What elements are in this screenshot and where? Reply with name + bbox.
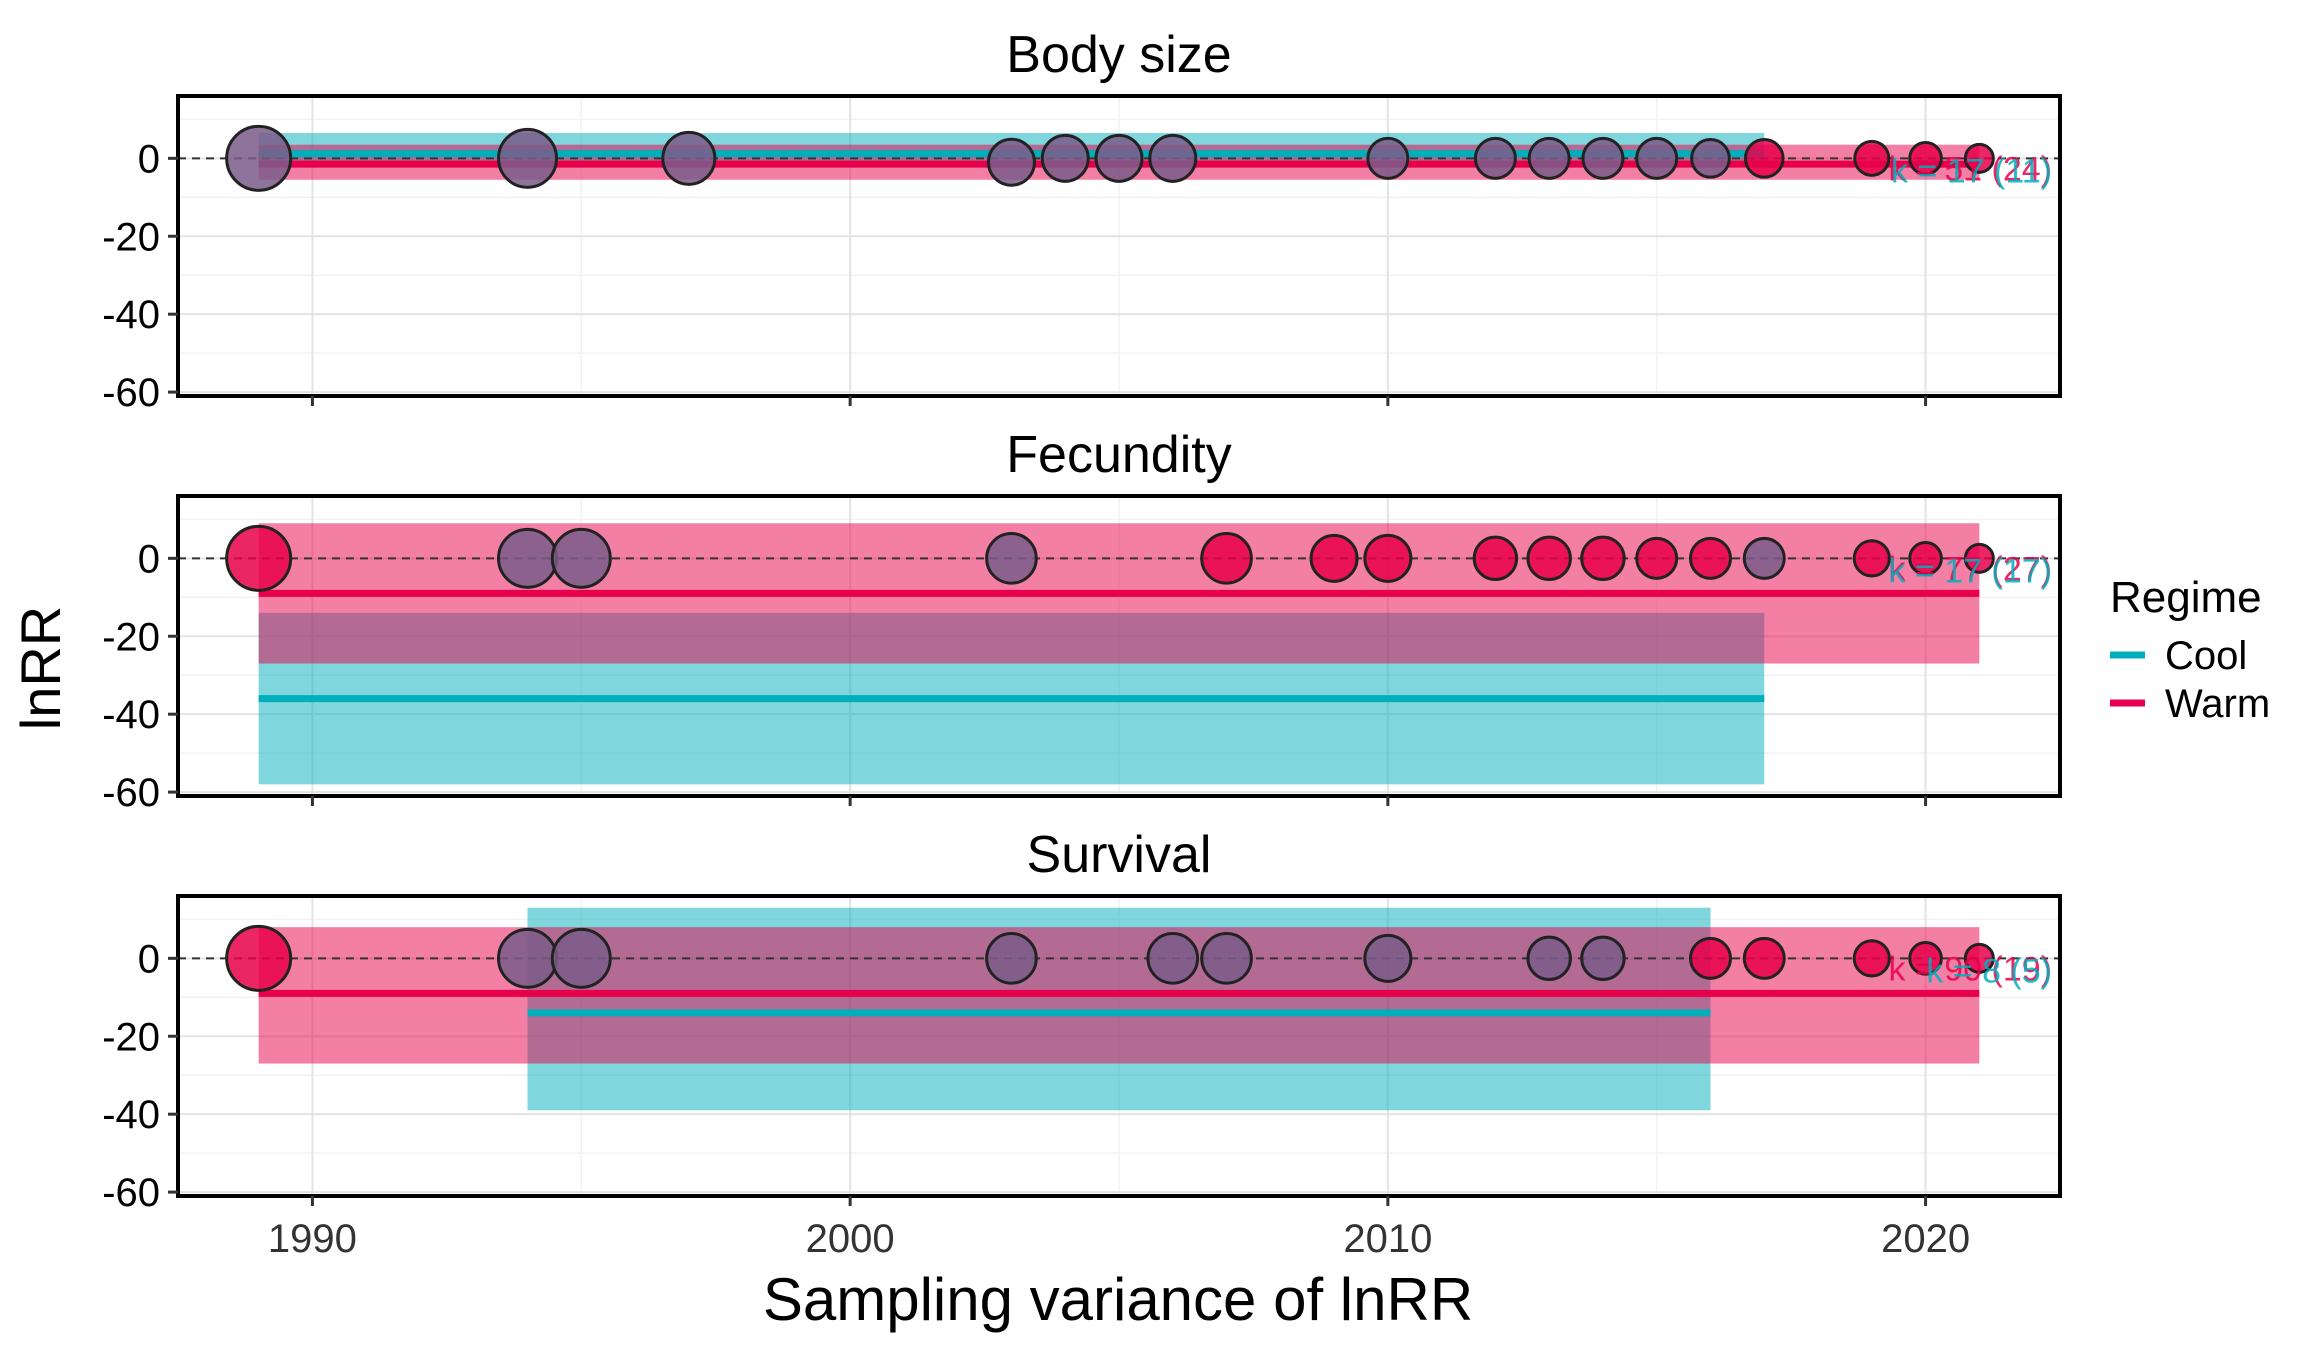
data-point — [1742, 536, 1786, 580]
data-point — [1309, 533, 1359, 583]
data-point — [1146, 932, 1200, 985]
data-point — [497, 927, 559, 989]
data-point — [1742, 936, 1786, 980]
sample-size-annotation: k = 8 (5) — [1926, 952, 2052, 990]
data-point — [1094, 133, 1144, 183]
legend-warm-label: Warm — [2165, 682, 2270, 726]
data-point — [550, 527, 612, 589]
panel-fecundity: k = 77 (27)k = 17 (17) 0 -20 -40 -60 Fecundit… — [102, 426, 2062, 815]
x-tick-label: 1990 — [268, 1217, 357, 1261]
y-tick-label: -60 — [102, 771, 160, 815]
y-tick-label: -40 — [102, 293, 160, 337]
data-point — [986, 137, 1036, 187]
x-tick-label: 2000 — [806, 1217, 895, 1261]
data-point — [1363, 533, 1413, 583]
legend-title: Regime — [2110, 573, 2262, 622]
data-point — [1635, 136, 1679, 180]
data-point — [1908, 141, 1943, 176]
y-tick-label: -40 — [102, 1093, 160, 1137]
data-point — [1366, 136, 1410, 180]
data-point — [1473, 136, 1517, 180]
data-point — [1688, 936, 1732, 980]
panel-title: Survival — [1027, 826, 1212, 884]
y-tick-label: 0 — [138, 937, 160, 981]
data-point — [1363, 933, 1413, 983]
y-tick-label: -40 — [102, 693, 160, 737]
panel-title: Body size — [1006, 26, 1231, 84]
legend-cool-label: Cool — [2165, 634, 2247, 678]
data-point — [1580, 535, 1626, 582]
y-tick-label: -20 — [102, 615, 160, 659]
data-point — [1852, 939, 1891, 978]
y-tick-label: -20 — [102, 215, 160, 259]
data-point — [225, 924, 293, 992]
data-point — [1200, 932, 1253, 985]
data-point — [1908, 941, 1943, 976]
data-point — [661, 130, 717, 186]
y-axis-title: lnRR — [9, 606, 72, 730]
data-point — [1200, 532, 1253, 585]
legend: Regime Cool Warm — [2110, 573, 2270, 726]
panel-border — [176, 94, 2062, 398]
sample-size-annotation: k = 77 (27) — [1889, 550, 2052, 588]
y-tick-label: -20 — [102, 1015, 160, 1059]
data-point — [1527, 136, 1571, 180]
data-point — [1148, 133, 1198, 183]
sample-size-annotation: k = 17 (11) — [1891, 152, 2052, 190]
data-point — [1040, 133, 1090, 183]
data-point — [1963, 942, 1995, 974]
x-tick-label: 2010 — [1343, 1217, 1432, 1261]
panels: k = 51 (24)k = 17 (11) 0 -20 -40 -60 Body siz… — [102, 26, 2062, 1261]
x-tick-label: 2020 — [1881, 1217, 1970, 1261]
y-tick-label: -60 — [102, 1171, 160, 1215]
sample-size-annotation: k = 51 (24) — [1889, 150, 2052, 188]
y-tick-label: -60 — [102, 371, 160, 415]
panel-border — [176, 894, 2062, 1198]
data-point — [497, 527, 559, 589]
data-point — [225, 124, 293, 192]
data-point — [550, 927, 612, 989]
sample-size-annotation: k = 90 (19) — [1889, 950, 2052, 988]
data-point — [1853, 139, 1891, 177]
panel-title: Fecundity — [1006, 426, 1231, 484]
x-axis-title: Sampling variance of lnRR — [763, 1266, 1473, 1333]
data-point — [1526, 535, 1572, 582]
y-tick-label: 0 — [138, 137, 160, 181]
panel-body-size: k = 51 (24)k = 17 (11) 0 -20 -40 -60 Body siz… — [102, 26, 2062, 415]
data-point — [1908, 541, 1943, 576]
data-point — [1635, 536, 1679, 580]
data-point — [1743, 138, 1785, 179]
sample-size-annotation: k = 17 (17) — [1889, 552, 2052, 590]
panel-survival: k = 90 (19)k = 8 (5) 0 -20 -40 -60 1990 2000 20… — [102, 826, 2062, 1261]
data-point — [1472, 535, 1519, 582]
data-point — [985, 932, 1038, 985]
data-point — [1581, 136, 1625, 180]
data-point — [1852, 539, 1891, 578]
data-point — [1963, 542, 1995, 574]
panel-border — [176, 494, 2062, 798]
data-point — [1688, 536, 1732, 580]
data-point — [1580, 935, 1626, 982]
data-point — [1690, 138, 1731, 179]
data-point — [225, 524, 293, 592]
y-tick-label: 0 — [138, 537, 160, 581]
data-point — [985, 532, 1038, 585]
data-point — [497, 127, 559, 189]
data-point — [1963, 142, 1995, 174]
data-point — [1526, 935, 1572, 982]
